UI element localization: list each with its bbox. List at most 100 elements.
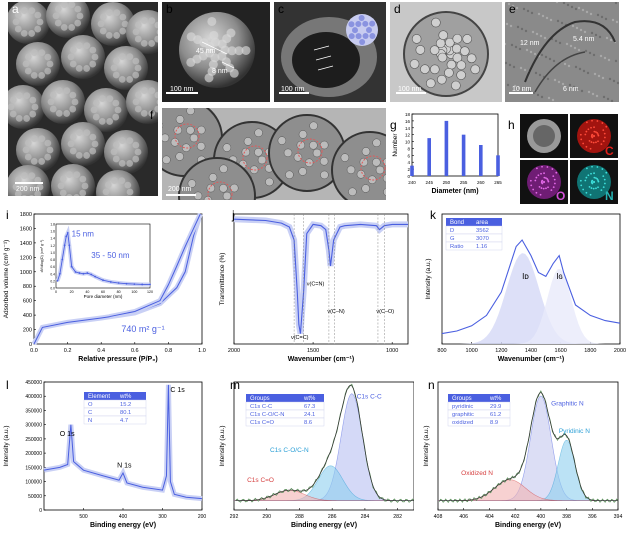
pore xyxy=(309,141,318,150)
map-dot xyxy=(590,187,593,189)
x-tick-label: 396 xyxy=(588,514,597,520)
pore xyxy=(219,184,228,193)
table-cell: 8.6 xyxy=(304,420,312,426)
lattice-speck xyxy=(574,65,578,69)
series-band xyxy=(233,216,408,335)
sphere xyxy=(104,46,148,90)
pore xyxy=(319,157,329,166)
map-dot xyxy=(603,132,606,135)
sphere-bump xyxy=(34,11,42,19)
sphere-bump xyxy=(148,17,156,25)
map-dot xyxy=(591,119,593,122)
sphere-bump xyxy=(20,29,28,37)
pore xyxy=(257,155,267,165)
map-dot xyxy=(596,131,599,134)
sphere-bump xyxy=(54,19,62,27)
pore xyxy=(187,179,197,188)
lattice-speck xyxy=(577,6,581,10)
sphere-bump xyxy=(132,57,140,65)
inset-y-tick: 0.8 xyxy=(50,258,55,262)
map-dot xyxy=(604,182,606,185)
surface-bump xyxy=(217,51,227,61)
peak-label: Iɢ xyxy=(556,272,563,281)
sphere-bump xyxy=(38,49,46,57)
pore-distribution-point xyxy=(68,244,71,247)
model-sphere xyxy=(362,20,369,27)
lattice-speck xyxy=(608,77,612,81)
panel-label-e: e xyxy=(509,2,516,16)
map-dot xyxy=(589,193,592,196)
lattice-speck xyxy=(607,58,611,62)
table-row xyxy=(83,407,147,417)
fit-envelope xyxy=(439,392,618,502)
sphere-bump xyxy=(36,18,44,26)
y-tick-label: 4 xyxy=(407,160,410,165)
pore xyxy=(456,70,466,80)
lattice-speck xyxy=(556,19,560,23)
lattice-speck xyxy=(616,81,619,85)
table-row xyxy=(83,399,147,409)
pore xyxy=(254,148,263,157)
pore xyxy=(470,64,481,75)
histogram-bar xyxy=(444,120,449,176)
map-dot xyxy=(540,187,543,189)
sphere-bump xyxy=(44,139,52,147)
map-dot xyxy=(579,179,582,182)
sphere-bump xyxy=(38,72,46,79)
map-dot xyxy=(595,187,597,190)
x-tick-label: 0.8 xyxy=(165,348,173,354)
lattice-speck xyxy=(505,61,508,65)
sphere-bump xyxy=(16,92,23,99)
lattice-speck xyxy=(588,51,592,55)
model-sphere xyxy=(369,20,376,27)
pore-distribution-point xyxy=(59,272,61,275)
sphere-bump xyxy=(49,105,57,113)
pore xyxy=(298,130,308,139)
inset-x-tick: 60 xyxy=(101,290,105,294)
table-header-bg xyxy=(446,218,502,226)
sphere-bump xyxy=(21,172,28,179)
sphere-bump xyxy=(134,35,142,43)
inset-y-tick: 1.0 xyxy=(50,251,55,255)
lattice-speck xyxy=(522,7,526,11)
surface-bump xyxy=(209,30,219,40)
pore xyxy=(170,138,180,147)
map-dot xyxy=(594,177,597,179)
pore xyxy=(466,53,477,64)
sphere-bump xyxy=(113,9,121,17)
lattice-speck xyxy=(547,96,551,100)
lattice-speck xyxy=(589,12,593,16)
pore xyxy=(359,157,369,167)
pore xyxy=(415,45,426,55)
map-dot xyxy=(590,126,592,129)
y-axis-label: Intensity (a.u.) xyxy=(3,425,10,466)
sphere-bump xyxy=(126,76,134,83)
sphere-bump xyxy=(69,60,77,68)
pore xyxy=(451,80,461,91)
x-tick-label: 200 xyxy=(198,514,207,520)
lattice-speck xyxy=(508,63,512,67)
sphere-bump xyxy=(97,20,105,28)
lattice-speck xyxy=(599,54,603,58)
y-tick-label: 18 xyxy=(405,112,411,117)
model-sphere xyxy=(366,27,372,33)
lattice-speck xyxy=(538,73,542,77)
map-dot xyxy=(597,186,599,189)
lattice-speck xyxy=(577,48,581,52)
peak-label: Oxidized N xyxy=(461,470,493,477)
sphere-bump xyxy=(106,118,114,125)
sphere xyxy=(16,128,60,172)
table-cell: 3070 xyxy=(476,236,489,242)
sphere-bump xyxy=(74,5,82,13)
lattice-speck xyxy=(606,97,610,101)
sphere-bump xyxy=(134,64,142,72)
table-cell: G xyxy=(450,236,455,242)
map-dot xyxy=(588,185,591,188)
table-row xyxy=(445,241,503,251)
table-row xyxy=(245,417,325,427)
lattice-speck xyxy=(534,71,538,75)
table-cell: 61.2 xyxy=(490,412,501,418)
sphere-bump xyxy=(132,141,140,149)
sphere-bump xyxy=(29,195,35,196)
sphere-bump xyxy=(22,146,30,154)
